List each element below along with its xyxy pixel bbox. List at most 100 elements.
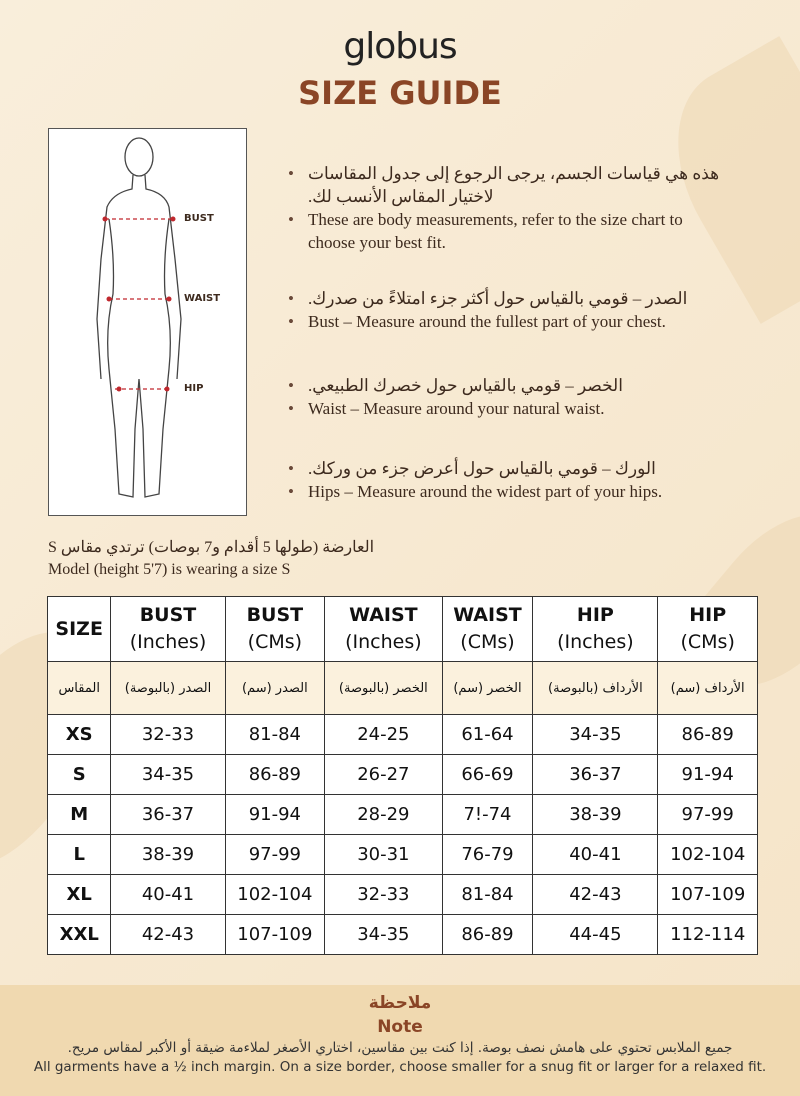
column-header-ar: الخصر (بالبوصة) — [324, 661, 443, 715]
table-cell: 38-39 — [110, 834, 226, 875]
table-cell: 26-27 — [324, 754, 443, 795]
table-cell: 34-35 — [532, 714, 659, 755]
size-cell: M — [46, 794, 112, 835]
column-header-ar: الصدر (سم) — [224, 661, 326, 715]
column-header-main: WAIST — [453, 604, 522, 626]
column-header-main: BUST — [139, 604, 197, 626]
column-header-ar: الصدر (بالبوصة) — [110, 661, 226, 715]
column-header-ar: الأرداف (سم) — [657, 661, 758, 715]
bullet-ar: هذه هي قياسات الجسم، يرجى الرجوع إلى جدو… — [288, 162, 728, 208]
waist-label: WAIST — [184, 293, 221, 304]
table-cell: 112-114 — [657, 914, 758, 955]
table-cell: 42-43 — [532, 874, 659, 915]
table-cell: 91-94 — [224, 794, 326, 835]
bullet-ar: الصدر – قومي بالقياس حول أكثر جزء امتلاء… — [288, 287, 728, 310]
column-header: BUST (Inches) — [110, 596, 226, 662]
bullet-en: Hips – Measure around the widest part of… — [288, 480, 728, 503]
page-title: SIZE GUIDE — [298, 74, 502, 112]
bullet-en: These are body measurements, refer to th… — [288, 208, 728, 254]
size-cell: XXL — [46, 914, 112, 955]
table-cell: 86-89 — [224, 754, 326, 795]
body-measurement-figure: BUST WAIST HIP — [48, 128, 247, 516]
column-header-unit: (CMs) — [247, 631, 303, 653]
table-row: M 36-37 91-94 28-29 7!-74 38-39 97-99 — [46, 794, 758, 835]
table-row: XXL 42-43 107-109 34-35 86-89 44-45 112-114 — [46, 914, 758, 955]
table-cell: 30-31 — [324, 834, 443, 875]
table-cell: 38-39 — [532, 794, 659, 835]
table-cell: 102-104 — [224, 874, 326, 915]
column-header: HIP (CMs) — [657, 596, 758, 662]
table-cell: 34-35 — [324, 914, 443, 955]
column-header-ar: المقاس — [46, 661, 112, 715]
column-header-main: HIP — [576, 604, 614, 626]
size-chart-table: SIZE BUST (Inches) BUST (CMs) WAIST (Inches) WA… — [46, 596, 758, 955]
column-header-ar: الخصر (سم) — [441, 661, 534, 715]
table-cell: 86-89 — [657, 714, 758, 755]
table-cell: 66-69 — [441, 754, 534, 795]
column-header-ar: الأرداف (بالبوصة) — [532, 661, 659, 715]
table-cell: 28-29 — [324, 794, 443, 835]
table-cell: 86-89 — [441, 914, 534, 955]
hip-label: HIP — [184, 383, 204, 394]
table-cell: 36-37 — [110, 794, 226, 835]
table-cell: 32-33 — [324, 874, 443, 915]
size-cell: S — [46, 754, 112, 795]
column-header: HIP (Inches) — [532, 596, 659, 662]
bust-label: BUST — [184, 213, 214, 224]
table-cell: 7!-74 — [441, 794, 534, 835]
header-row-ar: المقاس الصدر (بالبوصة) الصدر (سم) الخصر (با… — [46, 661, 758, 715]
table-cell: 40-41 — [110, 874, 226, 915]
table-cell: 97-99 — [224, 834, 326, 875]
table-cell: 107-109 — [657, 874, 758, 915]
table-row: S 34-35 86-89 26-27 66-69 36-37 91-94 — [46, 754, 758, 795]
model-info-en: Model (height 5'7) is wearing a size S — [48, 561, 291, 578]
column-header-main: SIZE — [55, 617, 103, 640]
table-cell: 36-37 — [532, 754, 659, 795]
brand-logo: globus — [343, 26, 457, 67]
table-cell: 91-94 — [657, 754, 758, 795]
bullet-ar: الورك – قومي بالقياس حول أعرض جزء من ورك… — [288, 457, 728, 480]
table-row: L 38-39 97-99 30-31 76-79 40-41 102-104 — [46, 834, 758, 875]
table-cell: 40-41 — [532, 834, 659, 875]
table-cell: 34-35 — [110, 754, 226, 795]
bullet-group-waist: الخصر – قومي بالقياس حول خصرك الطبيعي. W… — [288, 374, 728, 420]
bullet-group-intro: هذه هي قياسات الجسم، يرجى الرجوع إلى جدو… — [288, 162, 728, 254]
table-cell: 97-99 — [657, 794, 758, 835]
table-row: XL 40-41 102-104 32-33 81-84 42-43 107-109 — [46, 874, 758, 915]
table-cell: 102-104 — [657, 834, 758, 875]
size-cell: XL — [46, 874, 112, 915]
column-header: BUST (CMs) — [224, 596, 326, 662]
column-header: WAIST (Inches) — [324, 596, 443, 662]
column-header-unit: (Inches) — [345, 631, 422, 653]
note-text-ar: جميع الملابس تحتوي على هامش نصف بوصة. إذ… — [67, 1040, 733, 1056]
header-row: SIZE BUST (Inches) BUST (CMs) WAIST (Inches) WA… — [46, 596, 758, 662]
table-cell: 107-109 — [224, 914, 326, 955]
table-cell: 81-84 — [441, 874, 534, 915]
note-title-en: Note — [377, 1017, 423, 1037]
table-row: XS 32-33 81-84 24-25 61-64 34-35 86-89 — [46, 714, 758, 755]
body-silhouette-icon — [96, 137, 182, 498]
bullet-group-hips: الورك – قومي بالقياس حول أعرض جزء من ورك… — [288, 457, 728, 503]
column-header-unit: (Inches) — [129, 631, 207, 653]
column-header-main: HIP — [689, 604, 727, 626]
table-cell: 32-33 — [110, 714, 226, 755]
column-header: SIZE — [46, 596, 112, 662]
column-header-main: WAIST — [349, 604, 418, 626]
column-header: WAIST (CMs) — [441, 596, 534, 662]
table-cell: 44-45 — [532, 914, 659, 955]
table-cell: 61-64 — [441, 714, 534, 755]
size-cell: L — [46, 834, 112, 875]
table-cell: 24-25 — [324, 714, 443, 755]
bullet-ar: الخصر – قومي بالقياس حول خصرك الطبيعي. — [288, 374, 728, 397]
bullet-en: Waist – Measure around your natural wais… — [288, 397, 728, 420]
bullet-group-bust: الصدر – قومي بالقياس حول أكثر جزء امتلاء… — [288, 287, 728, 333]
size-cell: XS — [46, 714, 112, 755]
bullet-en: Bust – Measure around the fullest part o… — [288, 310, 728, 333]
note-section: ملاحظة Note جميع الملابس تحتوي على هامش … — [0, 985, 800, 1096]
table-cell: 76-79 — [441, 834, 534, 875]
note-text-en: All garments have a ½ inch margin. On a … — [33, 1059, 767, 1075]
note-title-ar: ملاحظة — [368, 993, 432, 1013]
model-info: العارضة (طولها 5 أقدام و7 بوصات) ترتدي م… — [48, 537, 374, 581]
column-header-unit: (CMs) — [680, 631, 735, 653]
